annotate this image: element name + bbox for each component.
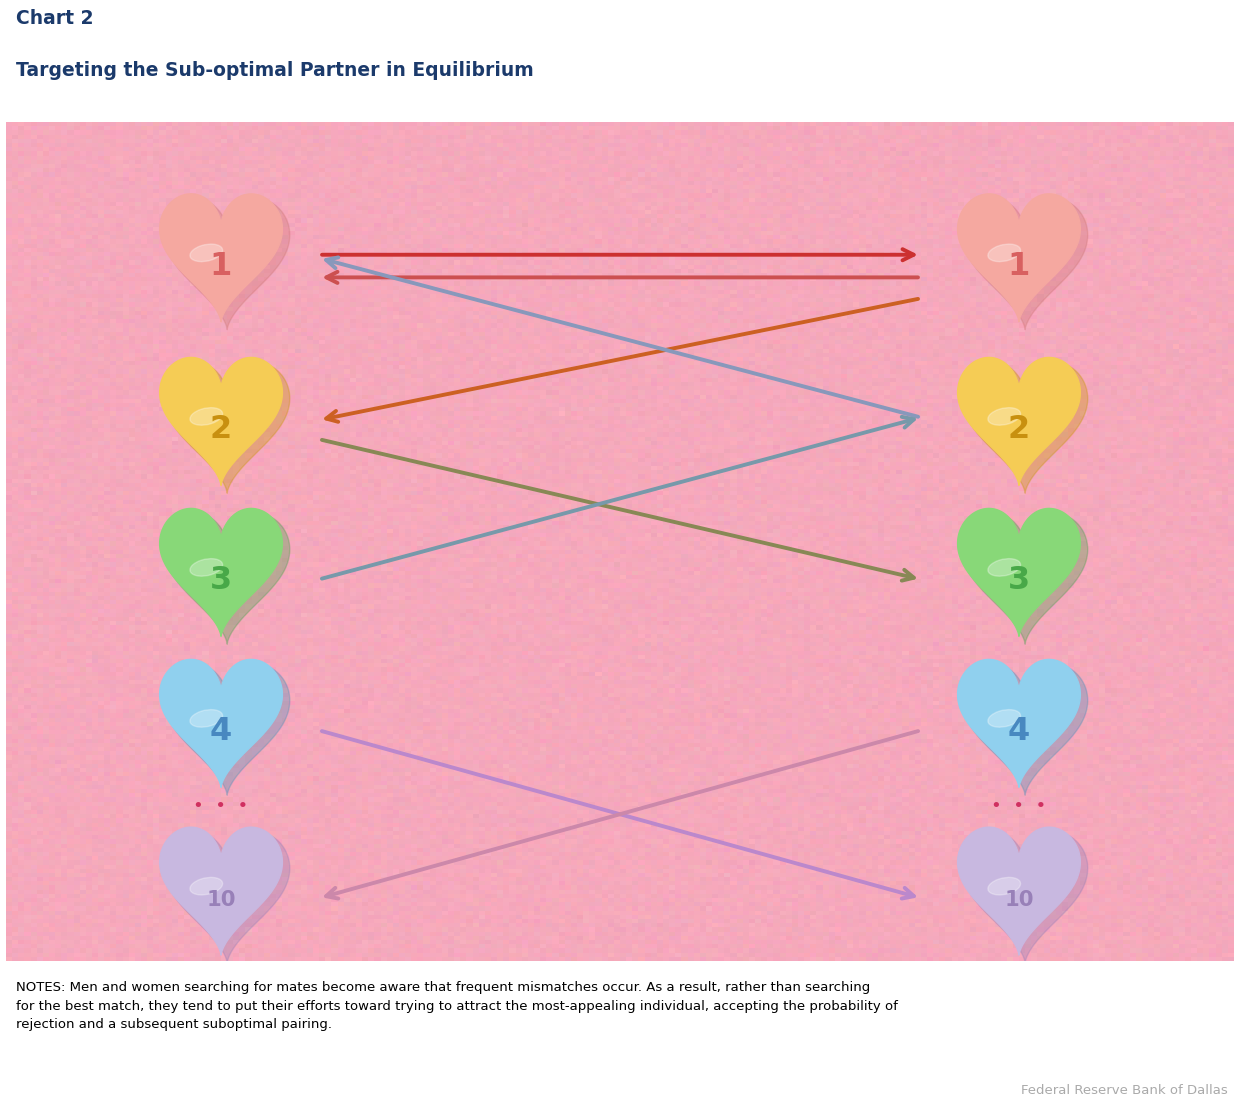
Polygon shape bbox=[957, 194, 1080, 322]
Polygon shape bbox=[160, 194, 283, 322]
Text: •  •  •: • • • bbox=[991, 797, 1047, 814]
Ellipse shape bbox=[190, 244, 223, 261]
Text: Targeting the Sub-optimal Partner in Equilibrium: Targeting the Sub-optimal Partner in Equ… bbox=[16, 61, 533, 80]
Text: 1: 1 bbox=[210, 251, 232, 282]
Text: Federal Reserve Bank of Dallas: Federal Reserve Bank of Dallas bbox=[1021, 1083, 1228, 1097]
Text: 10: 10 bbox=[206, 890, 236, 910]
Polygon shape bbox=[160, 660, 283, 788]
Ellipse shape bbox=[988, 878, 1021, 895]
Polygon shape bbox=[962, 513, 1087, 644]
Polygon shape bbox=[962, 362, 1087, 493]
Polygon shape bbox=[957, 828, 1080, 955]
Polygon shape bbox=[957, 358, 1080, 486]
Polygon shape bbox=[957, 660, 1080, 788]
Text: NOTES: Men and women searching for mates become aware that frequent mismatches o: NOTES: Men and women searching for mates… bbox=[16, 981, 898, 1031]
Text: 4: 4 bbox=[1008, 717, 1030, 748]
Polygon shape bbox=[165, 362, 290, 493]
Polygon shape bbox=[165, 199, 290, 330]
Polygon shape bbox=[160, 509, 283, 637]
Polygon shape bbox=[165, 664, 290, 795]
Ellipse shape bbox=[988, 408, 1021, 426]
Polygon shape bbox=[160, 358, 283, 486]
Polygon shape bbox=[957, 509, 1080, 637]
Polygon shape bbox=[165, 832, 290, 963]
Text: •  •  •: • • • bbox=[193, 797, 249, 814]
Ellipse shape bbox=[190, 408, 223, 426]
Polygon shape bbox=[160, 828, 283, 955]
Text: 2: 2 bbox=[210, 414, 232, 446]
Ellipse shape bbox=[988, 244, 1021, 261]
Text: 1: 1 bbox=[1008, 251, 1030, 282]
Text: 4: 4 bbox=[210, 717, 232, 748]
Polygon shape bbox=[962, 199, 1087, 330]
Polygon shape bbox=[962, 832, 1087, 963]
Ellipse shape bbox=[190, 710, 223, 728]
Polygon shape bbox=[165, 513, 290, 644]
Text: Chart 2: Chart 2 bbox=[16, 9, 93, 29]
Ellipse shape bbox=[988, 559, 1021, 577]
Ellipse shape bbox=[190, 559, 223, 577]
Text: 3: 3 bbox=[1008, 565, 1030, 597]
Text: 10: 10 bbox=[1004, 890, 1034, 910]
Text: 3: 3 bbox=[210, 565, 232, 597]
Text: 2: 2 bbox=[1008, 414, 1030, 446]
Ellipse shape bbox=[988, 710, 1021, 728]
Ellipse shape bbox=[190, 878, 223, 895]
Polygon shape bbox=[962, 664, 1087, 795]
